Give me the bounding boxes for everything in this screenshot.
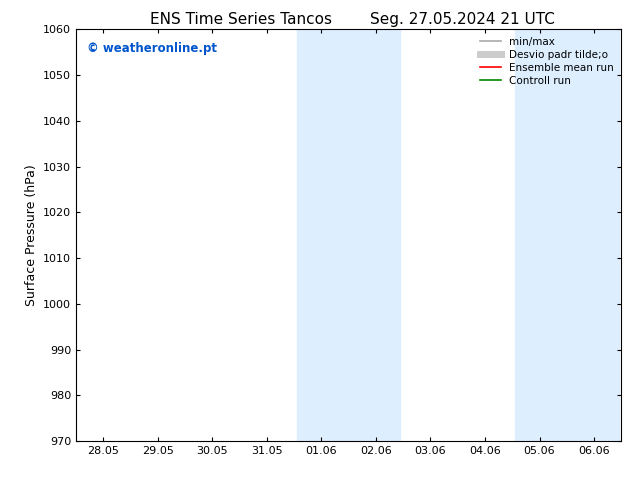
Bar <box>297 29 401 441</box>
Bar <box>515 29 619 441</box>
Text: Seg. 27.05.2024 21 UTC: Seg. 27.05.2024 21 UTC <box>370 12 555 27</box>
Legend: min/max, Desvio padr tilde;o, Ensemble mean run, Controll run: min/max, Desvio padr tilde;o, Ensemble m… <box>476 32 618 90</box>
Y-axis label: Surface Pressure (hPa): Surface Pressure (hPa) <box>25 164 37 306</box>
Text: © weatheronline.pt: © weatheronline.pt <box>87 42 217 55</box>
Text: ENS Time Series Tancos: ENS Time Series Tancos <box>150 12 332 27</box>
